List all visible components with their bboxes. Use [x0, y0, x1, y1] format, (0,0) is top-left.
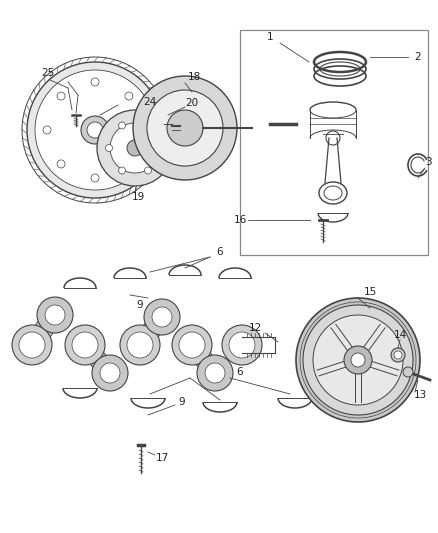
- Text: 17: 17: [155, 453, 169, 463]
- Text: 12: 12: [248, 323, 261, 333]
- Circle shape: [37, 297, 73, 333]
- Polygon shape: [73, 345, 122, 373]
- Circle shape: [147, 90, 223, 166]
- Circle shape: [97, 110, 173, 186]
- Circle shape: [91, 174, 99, 182]
- Text: 18: 18: [187, 72, 201, 82]
- Circle shape: [120, 325, 160, 365]
- Circle shape: [403, 367, 413, 377]
- Circle shape: [72, 332, 98, 358]
- Circle shape: [303, 305, 413, 415]
- Text: 2: 2: [415, 52, 421, 62]
- Text: 9: 9: [137, 300, 143, 310]
- Circle shape: [158, 144, 165, 151]
- Circle shape: [229, 332, 255, 358]
- Text: 3: 3: [425, 157, 431, 167]
- Circle shape: [45, 305, 65, 325]
- Circle shape: [222, 325, 262, 365]
- Text: 1: 1: [267, 32, 273, 42]
- Circle shape: [106, 144, 113, 151]
- Circle shape: [351, 353, 365, 367]
- Polygon shape: [20, 315, 67, 345]
- Circle shape: [27, 62, 163, 198]
- Circle shape: [119, 122, 126, 129]
- Text: 14: 14: [393, 330, 406, 340]
- Circle shape: [167, 110, 203, 146]
- Text: 6: 6: [217, 247, 223, 257]
- Text: 6: 6: [237, 367, 244, 377]
- Circle shape: [179, 332, 205, 358]
- Circle shape: [344, 346, 372, 374]
- Circle shape: [119, 167, 126, 174]
- Circle shape: [65, 325, 105, 365]
- Circle shape: [133, 76, 237, 180]
- Circle shape: [125, 160, 133, 168]
- Circle shape: [139, 126, 147, 134]
- Circle shape: [145, 122, 152, 129]
- Circle shape: [205, 363, 225, 383]
- Text: 25: 25: [41, 68, 55, 78]
- Circle shape: [144, 299, 180, 335]
- Text: 9: 9: [179, 397, 185, 407]
- Circle shape: [197, 355, 233, 391]
- Circle shape: [110, 123, 160, 173]
- Circle shape: [172, 325, 212, 365]
- Circle shape: [57, 92, 65, 100]
- Circle shape: [100, 363, 120, 383]
- Text: 20: 20: [185, 98, 198, 108]
- Circle shape: [12, 325, 52, 365]
- Circle shape: [152, 307, 172, 327]
- Circle shape: [43, 126, 51, 134]
- Text: 19: 19: [131, 192, 145, 202]
- Circle shape: [35, 70, 155, 190]
- Circle shape: [296, 298, 420, 422]
- Circle shape: [391, 348, 405, 362]
- Bar: [240, 30, 428, 255]
- Circle shape: [313, 315, 403, 405]
- Circle shape: [145, 167, 152, 174]
- Circle shape: [57, 160, 65, 168]
- Circle shape: [91, 78, 99, 86]
- Polygon shape: [180, 345, 227, 373]
- Circle shape: [125, 92, 133, 100]
- Text: 16: 16: [233, 215, 247, 225]
- Text: 15: 15: [364, 287, 377, 297]
- Circle shape: [81, 116, 109, 144]
- Circle shape: [394, 351, 402, 359]
- Polygon shape: [128, 317, 174, 345]
- Circle shape: [127, 140, 143, 156]
- Circle shape: [127, 332, 153, 358]
- Circle shape: [19, 332, 45, 358]
- Circle shape: [87, 122, 103, 138]
- Circle shape: [92, 355, 128, 391]
- Text: 24: 24: [143, 97, 157, 107]
- Text: 13: 13: [413, 390, 427, 400]
